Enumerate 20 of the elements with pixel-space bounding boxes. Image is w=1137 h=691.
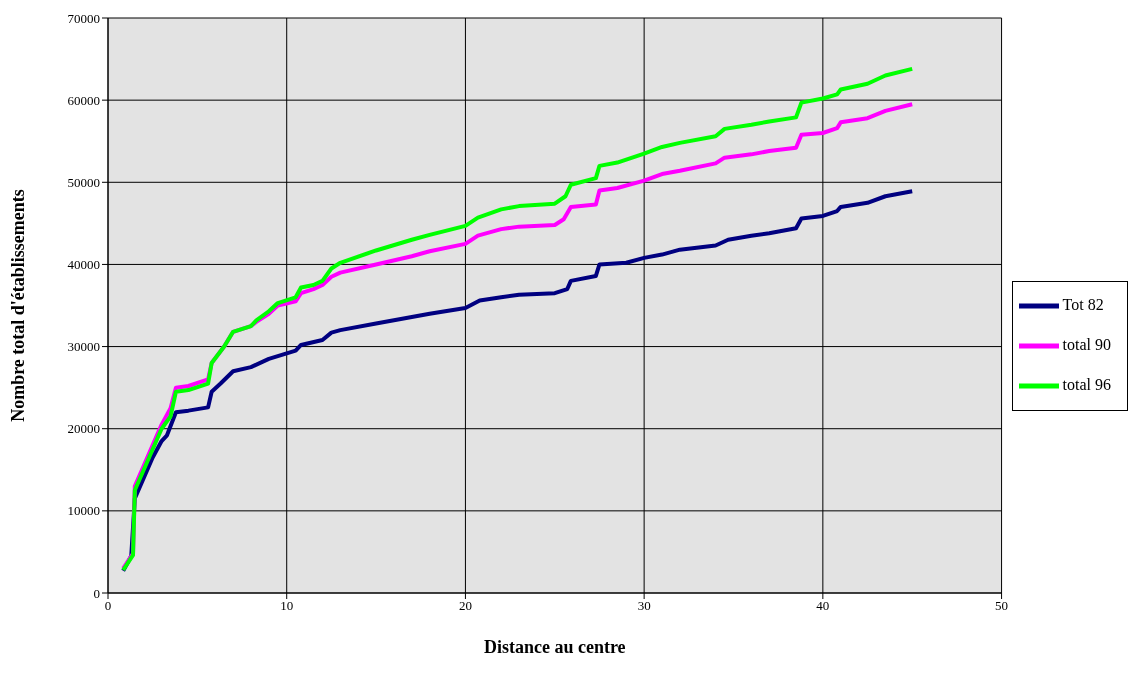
y-tick-label: 40000 xyxy=(67,257,100,273)
legend-label: total 90 xyxy=(1062,335,1111,353)
y-tick-label: 30000 xyxy=(67,339,100,355)
legend-label: Tot 82 xyxy=(1062,295,1104,313)
y-tick-label: 70000 xyxy=(67,10,100,26)
x-tick-label: 30 xyxy=(637,598,651,614)
line-series xyxy=(121,189,915,573)
legend-label: total 96 xyxy=(1062,375,1111,393)
x-tick-label: 50 xyxy=(995,598,1009,614)
y-axis-title: Nombre total d'établissements xyxy=(8,189,29,422)
y-tick-label: 0 xyxy=(93,585,100,601)
y-tick-label: 60000 xyxy=(67,92,100,108)
y-tick-label: 10000 xyxy=(67,503,100,519)
x-tick-label: 20 xyxy=(458,598,472,614)
y-tick-label: 50000 xyxy=(67,174,100,190)
x-tick-label: 10 xyxy=(280,598,294,614)
x-tick-label: 0 xyxy=(104,598,112,614)
x-tick-label: 40 xyxy=(816,598,830,614)
y-tick-label: 20000 xyxy=(67,421,100,437)
x-axis-title: Distance au centre xyxy=(483,637,626,657)
